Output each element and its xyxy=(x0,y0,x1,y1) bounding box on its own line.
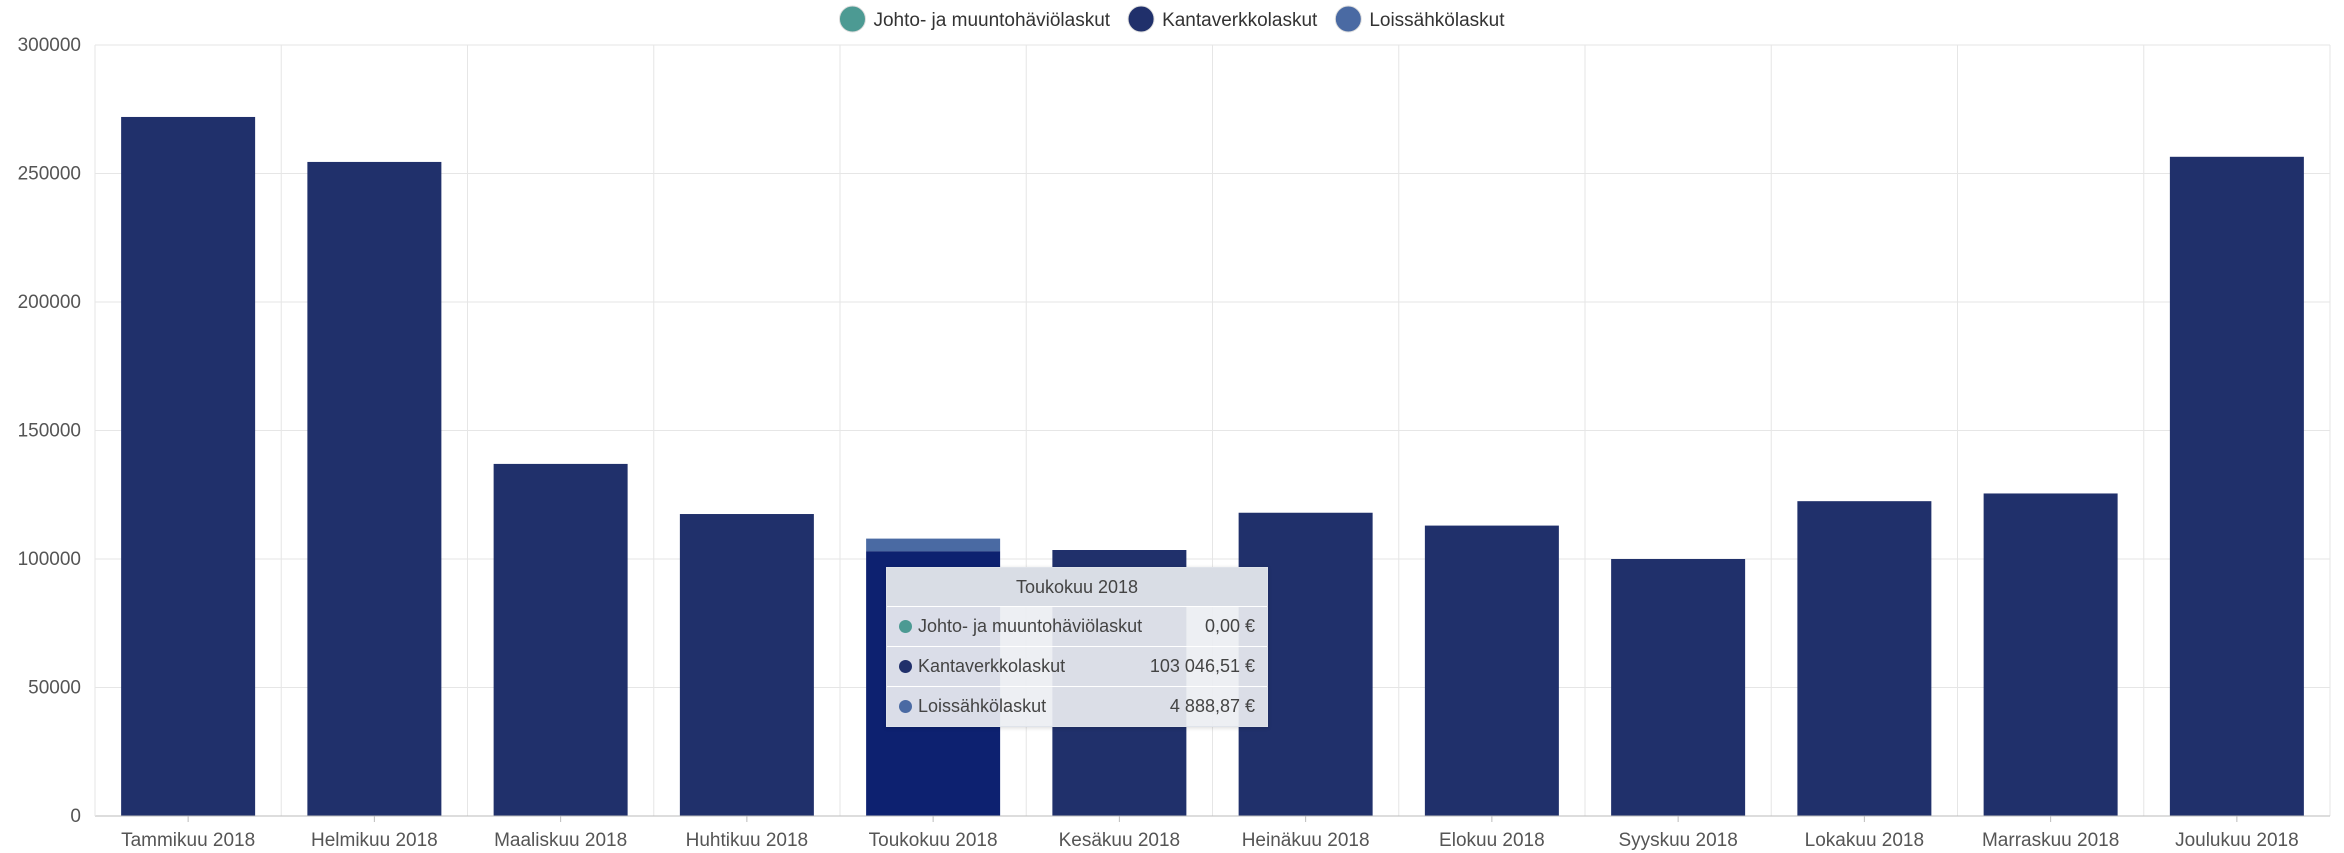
y-tick-label: 300000 xyxy=(18,35,81,56)
x-tick-label: Tammikuu 2018 xyxy=(121,830,255,851)
legend-dot-icon xyxy=(1127,5,1155,33)
bar xyxy=(2169,156,2304,817)
series-dot-icon xyxy=(899,700,912,713)
legend: Johto- ja muuntohäviölaskut Kantaverkkola… xyxy=(838,5,1505,33)
x-tick-label: Lokakuu 2018 xyxy=(1805,830,1924,851)
legend-dot-icon xyxy=(1334,5,1362,33)
x-tick-label: Toukokuu 2018 xyxy=(869,830,998,851)
tooltip-title: Toukokuu 2018 xyxy=(887,568,1267,606)
legend-label: Johto- ja muuntohäviölaskut xyxy=(873,10,1110,31)
tooltip-series-name: Loissähkölaskut xyxy=(918,696,1047,716)
tooltip-row: Johto- ja muuntohäviölaskut 0,00 € xyxy=(887,606,1267,646)
tooltip-series-name: Kantaverkkolaskut xyxy=(918,656,1066,676)
y-tick-label: 50000 xyxy=(28,678,81,699)
bar xyxy=(493,463,628,816)
x-tick-label: Huhtikuu 2018 xyxy=(686,830,809,851)
bar xyxy=(679,514,814,816)
y-tick-label: 200000 xyxy=(18,292,81,313)
x-tick-label: Syyskuu 2018 xyxy=(1618,830,1737,851)
tooltip-row: Loissähkölaskut 4 888,87 € xyxy=(887,686,1267,726)
legend-label: Loissähkölaskut xyxy=(1369,10,1505,31)
tooltip-row: Kantaverkkolaskut 103 046,51 € xyxy=(887,646,1267,686)
chart-tooltip: Toukokuu 2018 Johto- ja muuntohäviölasku… xyxy=(886,567,1268,727)
x-tick-label: Joulukuu 2018 xyxy=(2175,830,2299,851)
x-tick-label: Elokuu 2018 xyxy=(1439,830,1545,851)
legend-label: Kantaverkkolaskut xyxy=(1162,10,1318,31)
tooltip-series-value: 0,00 € xyxy=(1204,616,1255,636)
y-tick-label: 0 xyxy=(70,806,81,827)
x-tick-label: Marraskuu 2018 xyxy=(1982,830,2119,851)
bar xyxy=(121,116,256,816)
y-tick-label: 250000 xyxy=(18,164,81,185)
axes: 0 50000 100000 150000 200000 250000 300000 Tamm… xyxy=(18,35,2330,851)
tooltip-series-value: 4 888,87 € xyxy=(1169,696,1255,716)
bar xyxy=(1983,493,2118,816)
y-tick-label: 150000 xyxy=(18,421,81,442)
tooltip-series-value: 103 046,51 € xyxy=(1149,656,1255,676)
bar xyxy=(1797,501,1932,816)
bar xyxy=(1611,559,1746,816)
bar xyxy=(307,161,442,816)
series-dot-icon xyxy=(899,660,912,673)
x-tick-label: Helmikuu 2018 xyxy=(311,830,438,851)
bar xyxy=(866,538,1001,552)
legend-dot-icon xyxy=(838,5,866,33)
x-tick-label: Heinäkuu 2018 xyxy=(1242,830,1370,851)
series-dot-icon xyxy=(899,620,912,633)
x-tick-label: Kesäkuu 2018 xyxy=(1059,830,1181,851)
y-tick-label: 100000 xyxy=(18,549,81,570)
bar xyxy=(1424,525,1559,816)
tooltip-series-name: Johto- ja muuntohäviölaskut xyxy=(918,616,1143,636)
x-tick-label: Maaliskuu 2018 xyxy=(494,830,627,851)
